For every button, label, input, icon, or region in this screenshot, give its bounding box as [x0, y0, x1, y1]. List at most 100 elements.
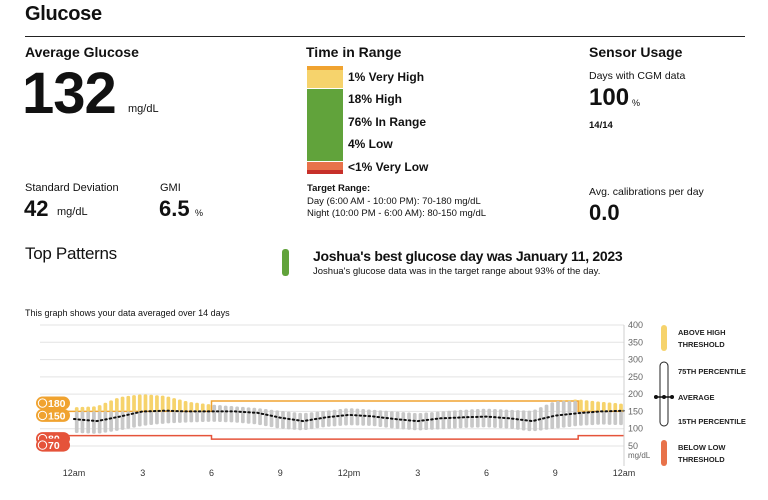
best-day-title: Joshua's best glucose day was January 11…: [313, 248, 623, 264]
graph-note: This graph shows your data averaged over…: [25, 308, 230, 318]
above-high-bar: [74, 407, 79, 412]
time-in-range-heading: Time in Range: [306, 44, 402, 60]
x-tick-label: 12pm: [338, 468, 361, 478]
time-in-range-label: 18% High: [348, 92, 403, 106]
percentile-bar: [355, 408, 360, 426]
x-tick-label: 3: [140, 468, 145, 478]
legend-average-dot: [654, 395, 658, 399]
percentile-bar: [315, 411, 320, 429]
above-high-bar: [103, 402, 108, 412]
above-high-bar: [126, 395, 131, 412]
legend-above-high-label: THRESHOLD: [678, 340, 725, 349]
top-patterns-heading: Top Patterns: [25, 244, 117, 263]
x-tick-label: 9: [553, 468, 558, 478]
above-high-bar: [567, 399, 572, 402]
above-high-bar: [619, 403, 623, 412]
y-tick-label: 100: [628, 424, 643, 434]
y-tick-label: 200: [628, 389, 643, 399]
percentile-bar: [487, 408, 492, 428]
percentile-bar: [584, 411, 589, 426]
legend-p15-label: 15TH PERCENTILE: [678, 417, 746, 426]
percentile-bar: [441, 411, 446, 430]
percentile-bar: [338, 409, 343, 426]
sensor-usage-heading: Sensor Usage: [589, 44, 683, 60]
percentile-bar: [424, 412, 429, 431]
percentile-bar: [452, 410, 457, 429]
above-high-bar: [596, 401, 600, 412]
percentile-bar: [521, 410, 526, 431]
above-high-bar: [584, 400, 589, 412]
percentile-bar: [275, 410, 280, 429]
percentile-bar: [149, 411, 154, 426]
percentile-bar: [97, 411, 102, 434]
percentile-bar: [80, 411, 85, 434]
percentile-bar: [206, 411, 211, 422]
percentile-bar: [619, 411, 623, 426]
time-in-range-label: 4% Low: [348, 137, 393, 151]
percentile-bar: [561, 401, 566, 428]
percentile-bar: [464, 409, 469, 428]
cgm-days-count: 14/14: [589, 120, 613, 131]
day-high-badge-value: 150: [48, 410, 66, 422]
percentile-bar: [378, 410, 383, 427]
x-tick-label: 6: [484, 468, 489, 478]
time-in-range-bar: [307, 66, 343, 174]
percentile-bar: [252, 407, 257, 425]
percentile-bar: [241, 406, 245, 424]
percentile-bar: [132, 411, 136, 428]
above-high-bar: [601, 402, 606, 412]
cgm-days-unit: %: [632, 98, 641, 108]
percentile-bar: [384, 410, 388, 428]
y-axis-unit: mg/dL: [628, 451, 651, 460]
above-high-bar: [86, 406, 91, 412]
night-high-badge-value: 180: [48, 398, 66, 410]
day-low-badge: 70: [36, 438, 70, 452]
percentile-bar: [223, 405, 228, 423]
percentile-bar: [372, 409, 377, 427]
percentile-bar: [189, 411, 194, 423]
percentile-bar: [493, 409, 497, 428]
percentile-bar: [590, 411, 595, 426]
above-high-bar: [137, 394, 142, 412]
day-low-badge-value: 70: [48, 440, 60, 452]
percentile-bar: [86, 411, 91, 434]
calibrations-value: 0.0: [589, 200, 620, 225]
percentile-bar: [109, 411, 113, 432]
sun-icon: [37, 440, 48, 450]
average-glucose-heading: Average Glucose: [25, 44, 139, 60]
percentile-bar: [200, 411, 205, 423]
percentile-bar: [103, 411, 108, 433]
percentile-bar: [172, 411, 176, 424]
percentile-bar: [613, 411, 618, 425]
night-high-badge-pill: [36, 396, 70, 410]
above-high-bar: [613, 403, 618, 412]
percentile-bar: [258, 408, 262, 426]
percentile-bar: [321, 411, 325, 428]
percentile-bar: [281, 411, 285, 429]
x-tick-label: 9: [278, 468, 283, 478]
target-range-day: Day (6:00 AM - 10:00 PM): 70-180 mg/dL: [307, 196, 481, 207]
percentile-bar: [229, 406, 234, 423]
x-tick-label: 12am: [63, 468, 86, 478]
percentile-bar: [607, 411, 612, 425]
time-in-range-label: <1% Very Low: [348, 160, 429, 174]
percentile-bar: [120, 411, 125, 430]
low-threshold-line: [40, 434, 624, 440]
percentile-bar: [155, 411, 159, 425]
legend-percentile-swatch: [659, 361, 669, 427]
target-range-heading: Target Range:: [307, 183, 371, 194]
average-glucose-unit: mg/dL: [128, 103, 159, 115]
y-tick-label: 400: [628, 320, 643, 330]
above-high-bar: [120, 396, 125, 412]
percentile-bar: [218, 405, 222, 423]
percentile-bar: [326, 410, 331, 427]
percentile-bar: [435, 411, 440, 430]
time-in-range-label: 76% In Range: [348, 115, 427, 129]
legend-above-high-swatch: [661, 325, 667, 351]
percentile-bar: [418, 412, 423, 431]
standard-deviation-unit: mg/dL: [57, 206, 88, 218]
above-high-bar: [149, 394, 154, 412]
legend-below-low-label: BELOW LOW: [678, 443, 726, 452]
above-high-bar: [166, 396, 171, 412]
percentile-bar: [235, 406, 239, 423]
